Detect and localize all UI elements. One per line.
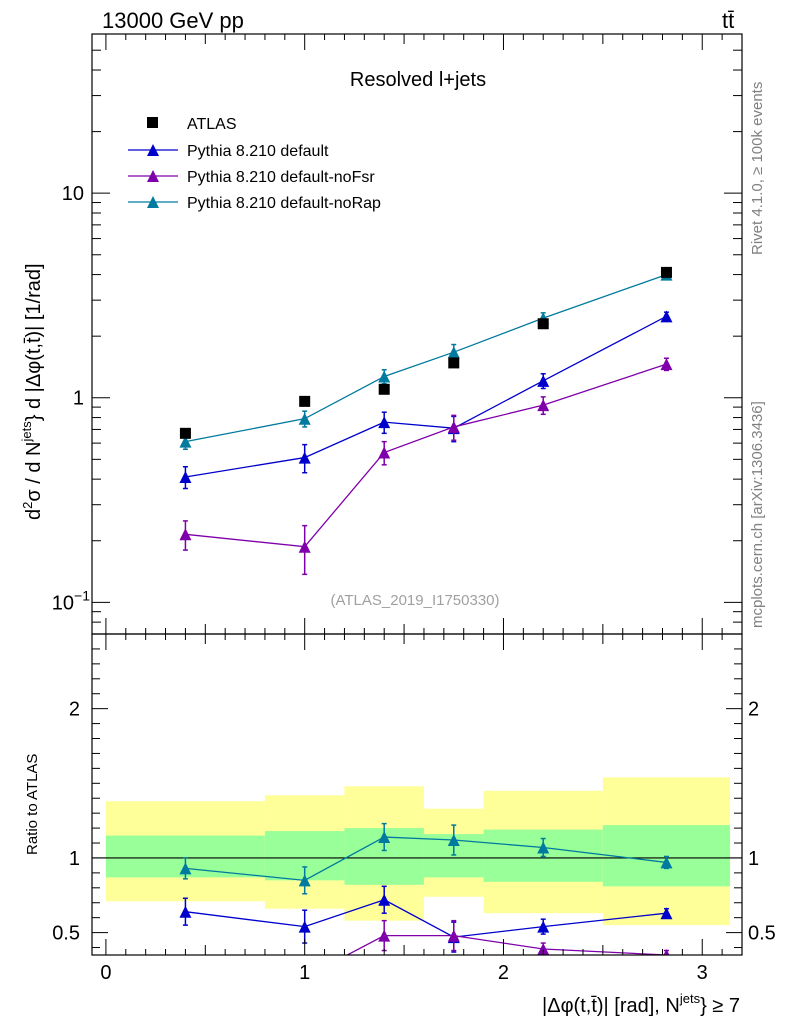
- main-atlas-point-1: [299, 395, 311, 407]
- legend-norap-marker: [147, 196, 159, 208]
- ratio-default-point-0: [179, 905, 192, 918]
- legend-default-marker: [147, 144, 159, 156]
- ratio-xtick-label-2: 2: [498, 962, 509, 984]
- legend-atlas-marker: [147, 117, 158, 128]
- main-noRap-point-1: [298, 412, 311, 425]
- ratio-ytick-label-right-1: 1: [748, 848, 759, 870]
- header-energy-label: 13000 GeV pp: [102, 8, 244, 33]
- main-noRap-line: [185, 273, 667, 443]
- ratio-axes: 0.5 0.5 1 1 2 2 0 1 2 3: [52, 633, 776, 984]
- ratio-default-point-1: [298, 920, 311, 933]
- legend-entry-norap: Pythia 8.210 default-noRap: [128, 195, 381, 212]
- legend-nofsr-label: Pythia 8.210 default-noFsr: [187, 169, 375, 186]
- ratio-default-point-5: [660, 907, 673, 920]
- legend-nofsr-marker: [147, 170, 159, 182]
- main-series-group: [179, 266, 673, 576]
- rivet-version-label: Rivet 4.1.0, ≥ 100k events: [749, 82, 766, 255]
- main-noFsr-point-4: [537, 399, 550, 412]
- main-noFsr-point-2: [378, 446, 391, 459]
- main-y-axis-label: d2σ / d Njets} d |Δφ(t,t̄)| [1/rad]: [19, 263, 45, 520]
- legend-entry-atlas: ATLAS: [147, 116, 237, 133]
- main-atlas-point-4: [537, 318, 549, 330]
- ratio-noRap-point-0: [179, 862, 192, 875]
- ratio-noFsr-point-0: [179, 965, 191, 977]
- ratio-panel: [92, 777, 742, 926]
- ratio-noFsr-point-5: [663, 949, 670, 955]
- ratio-default-line: [185, 899, 667, 938]
- main-default-point-5: [660, 310, 673, 323]
- analysis-watermark: (ATLAS_2019_I1750330): [330, 592, 499, 609]
- main-ytick-label-0: 10−1: [52, 587, 90, 614]
- ratio-noRap-point-5: [660, 856, 673, 869]
- ratio-noRap-point-3: [447, 834, 460, 847]
- ratio-noRap-point-2: [378, 831, 391, 844]
- main-default-point-4: [537, 374, 550, 387]
- plot-title: Resolved l+jets: [350, 69, 486, 91]
- main-default-point-2: [378, 416, 391, 429]
- main-atlas-point-5: [660, 266, 672, 278]
- main-noRap-point-3: [447, 346, 460, 359]
- main-noFsr-line: [185, 363, 667, 548]
- main-noFsr-point-3: [447, 420, 460, 433]
- main-noRap-point-2: [378, 370, 391, 383]
- main-atlas-point-2: [378, 383, 390, 395]
- ratio-xtick-label-0: 0: [100, 962, 111, 984]
- ratio-noRap-point-4: [537, 841, 550, 854]
- main-atlas-point-3: [448, 357, 460, 369]
- ratio-xtick-label-1: 1: [299, 962, 310, 984]
- main-axes: 10−1 1 10: [52, 33, 743, 635]
- ratio-default-point-2: [378, 893, 391, 906]
- main-atlas-point-0: [179, 427, 191, 439]
- ratio-noFsr-point-3: [447, 929, 460, 942]
- main-ytick-label-1: 1: [73, 388, 84, 410]
- ratio-ytick-label-right-2: 2: [748, 699, 759, 721]
- legend-entry-default: Pythia 8.210 default: [128, 143, 329, 160]
- ratio-ytick-label-left-1: 1: [69, 848, 80, 870]
- main-noRap-point-0: [179, 435, 192, 448]
- ratio-noRap-line: [185, 836, 667, 882]
- legend-atlas-label: ATLAS: [187, 116, 237, 133]
- ratio-noRap-point-1: [298, 874, 311, 887]
- main-noFsr-point-0: [179, 528, 192, 541]
- ratio-ytick-label-left-0: 0.5: [52, 923, 80, 945]
- mcplots-reference-label: mcplots.cern.ch [arXiv:1306.3436]: [749, 401, 766, 628]
- ratio-xtick-label-3: 3: [697, 962, 708, 984]
- main-default-line: [185, 315, 667, 478]
- ratio-frame: [91, 633, 743, 956]
- main-noFsr-point-1: [298, 540, 311, 553]
- x-axis-label: |Δφ(t,t̄)| [rad], Njets} ≥ 7: [542, 991, 740, 1017]
- main-ytick-label-2: 10: [62, 183, 84, 205]
- header-process-label: tt̄: [722, 8, 734, 33]
- main-default-point-0: [179, 470, 192, 483]
- ratio-y-axis-label: Ratio to ATLAS: [24, 754, 41, 855]
- legend: ATLAS Pythia 8.210 default Pythia 8.210 …: [128, 116, 381, 212]
- ratio-ytick-label-right-0: 0.5: [748, 923, 776, 945]
- ratio-ytick-label-left-2: 2: [69, 699, 80, 721]
- legend-default-label: Pythia 8.210 default: [187, 143, 329, 160]
- ratio-noFsr-point-2: [378, 929, 391, 942]
- ratio-default-point-4: [537, 920, 550, 933]
- main-default-point-1: [298, 451, 311, 464]
- legend-entry-nofsr: Pythia 8.210 default-noFsr: [128, 169, 375, 186]
- ratio-series-group: [179, 822, 673, 977]
- main-noFsr-point-5: [660, 358, 673, 371]
- ratio-noFsr-line: [345, 934, 667, 955]
- legend-norap-label: Pythia 8.210 default-noRap: [187, 195, 381, 212]
